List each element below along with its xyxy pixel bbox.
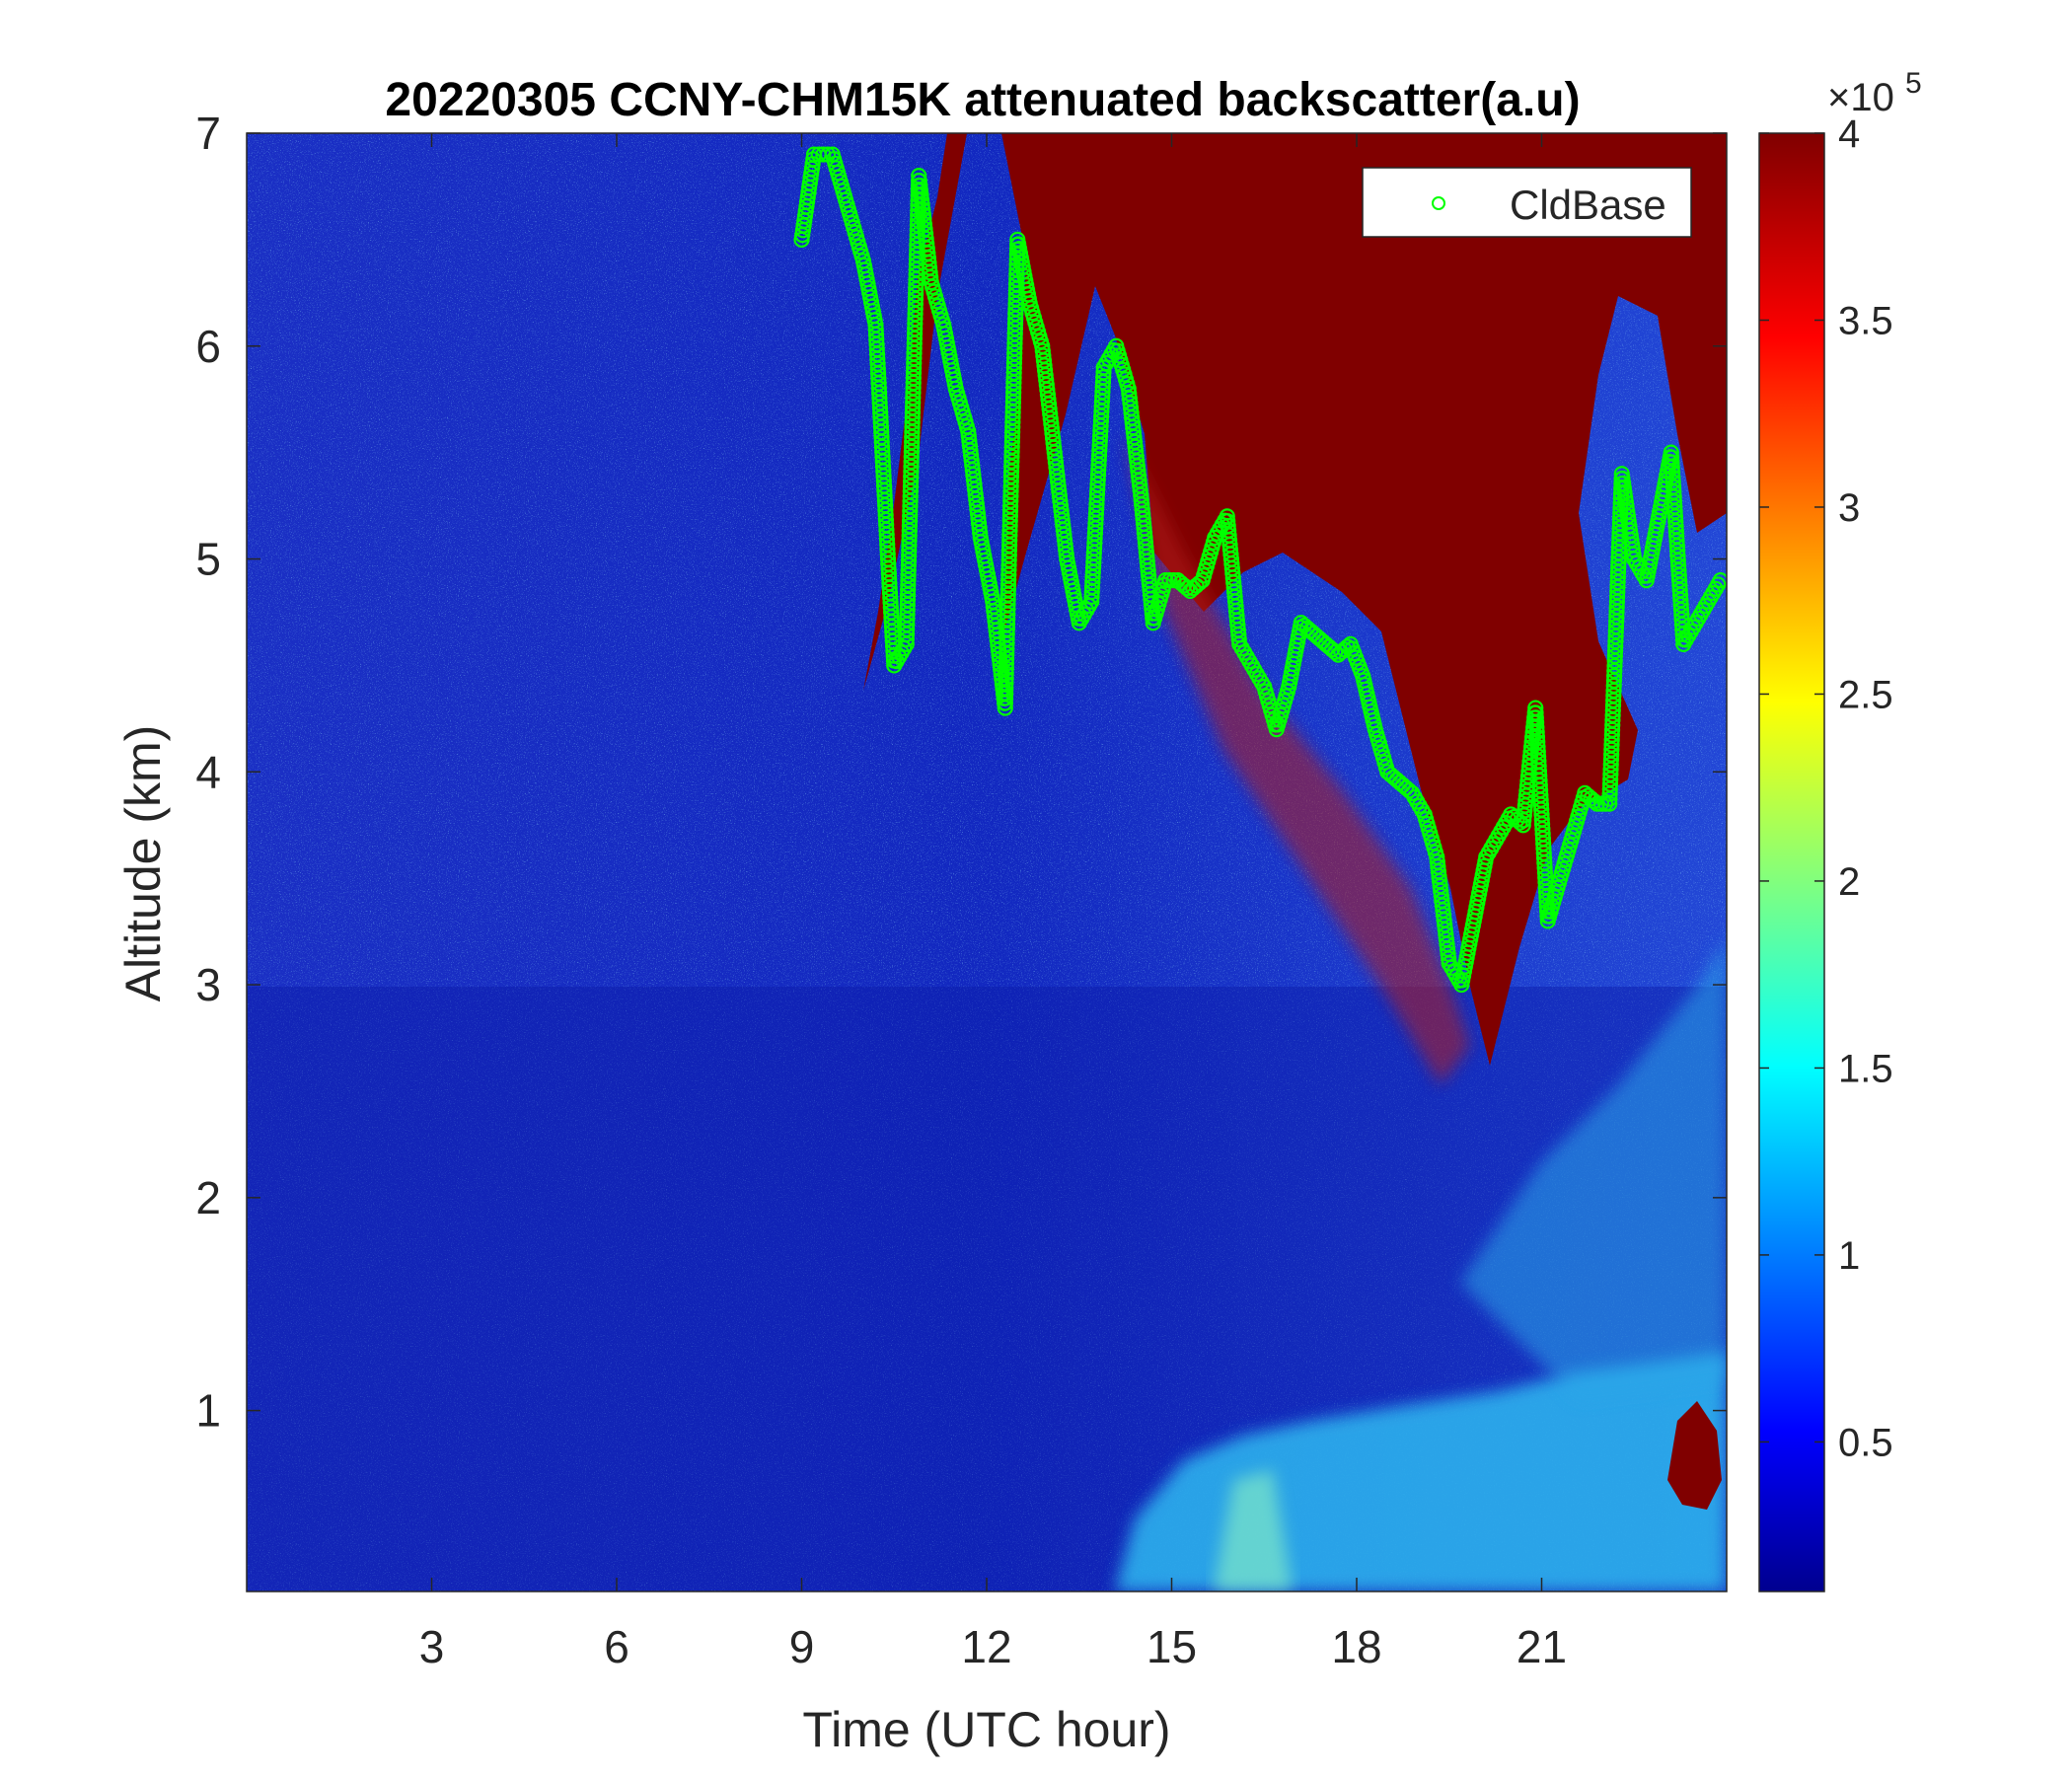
x-tick-label: 21 — [1517, 1621, 1567, 1672]
colorbar-multiplier: ×10 5 — [1827, 67, 1922, 119]
colorbar: 0.5 1 1.5 2 2.5 3 3.5 4 ×10 5 — [1758, 67, 1922, 1592]
colorbar-tick-label: 0.5 — [1838, 1421, 1893, 1464]
cloud-base-series — [793, 146, 1727, 994]
low-cloud-patch — [1667, 1401, 1722, 1510]
x-axis-label: Time (UTC hour) — [802, 1702, 1170, 1757]
x-tick-label: 3 — [419, 1621, 445, 1672]
y-tick-label: 1 — [195, 1385, 221, 1437]
x-tick-label: 15 — [1147, 1621, 1197, 1672]
colorbar-tick-label: 3.5 — [1838, 299, 1893, 342]
aerosol-core — [1214, 1470, 1293, 1591]
cloud-base-point — [1230, 630, 1247, 648]
colorbar-ticks: 0.5 1 1.5 2 2.5 3 3.5 4 — [1759, 112, 1893, 1464]
colorbar-tick-label: 2 — [1838, 860, 1860, 904]
y-axis-label: Altitude (km) — [115, 725, 171, 1002]
legend-marker-icon — [1432, 196, 1445, 210]
x-axis: 3 6 9 12 15 18 21 — [419, 133, 1567, 1672]
legend-box — [1362, 167, 1692, 238]
colorbar-tick-label: 4 — [1838, 112, 1860, 156]
colorbar-tick-label: 2.5 — [1838, 673, 1893, 716]
y-tick-label: 6 — [195, 321, 221, 372]
colorbar-tick-label: 1 — [1838, 1234, 1860, 1278]
colorbar-multiplier-exponent: 5 — [1905, 67, 1922, 100]
cloud-base-point — [1592, 795, 1610, 812]
y-tick-label: 4 — [195, 746, 221, 797]
cloud-base-point — [1161, 572, 1178, 589]
y-tick-label: 3 — [195, 959, 221, 1010]
cloud-mass-edge — [1125, 434, 1470, 1085]
cloud-base-point — [1712, 572, 1727, 589]
cloud-base-point — [1157, 572, 1174, 589]
x-tick-label: 18 — [1331, 1621, 1381, 1672]
heatmap-plot-area — [247, 133, 1727, 1591]
colorbar-gradient — [1758, 132, 1825, 1592]
colorbar-multiplier-base: ×10 — [1827, 76, 1894, 119]
upper-aerosol — [1460, 937, 1727, 1401]
colorbar-tick-label: 3 — [1838, 486, 1860, 530]
y-tick-label: 7 — [195, 108, 221, 159]
chart-title: 20220305 CCNY-CHM15K attenuated backscat… — [385, 74, 1580, 126]
x-tick-label: 12 — [961, 1621, 1011, 1672]
y-tick-label: 2 — [195, 1172, 221, 1223]
colorbar-tick-label: 1.5 — [1838, 1047, 1893, 1090]
y-tick-label: 5 — [195, 534, 221, 585]
cloud-base-point — [1596, 795, 1614, 812]
cloud-base-point — [1095, 364, 1112, 381]
y-axis: 1 2 3 4 5 6 7 — [195, 108, 1727, 1437]
legend: CldBase — [1362, 167, 1692, 238]
cloud-base-point — [1586, 792, 1602, 810]
x-tick-label: 6 — [604, 1621, 629, 1672]
x-tick-label: 9 — [789, 1621, 815, 1672]
legend-label: CldBase — [1510, 182, 1666, 228]
